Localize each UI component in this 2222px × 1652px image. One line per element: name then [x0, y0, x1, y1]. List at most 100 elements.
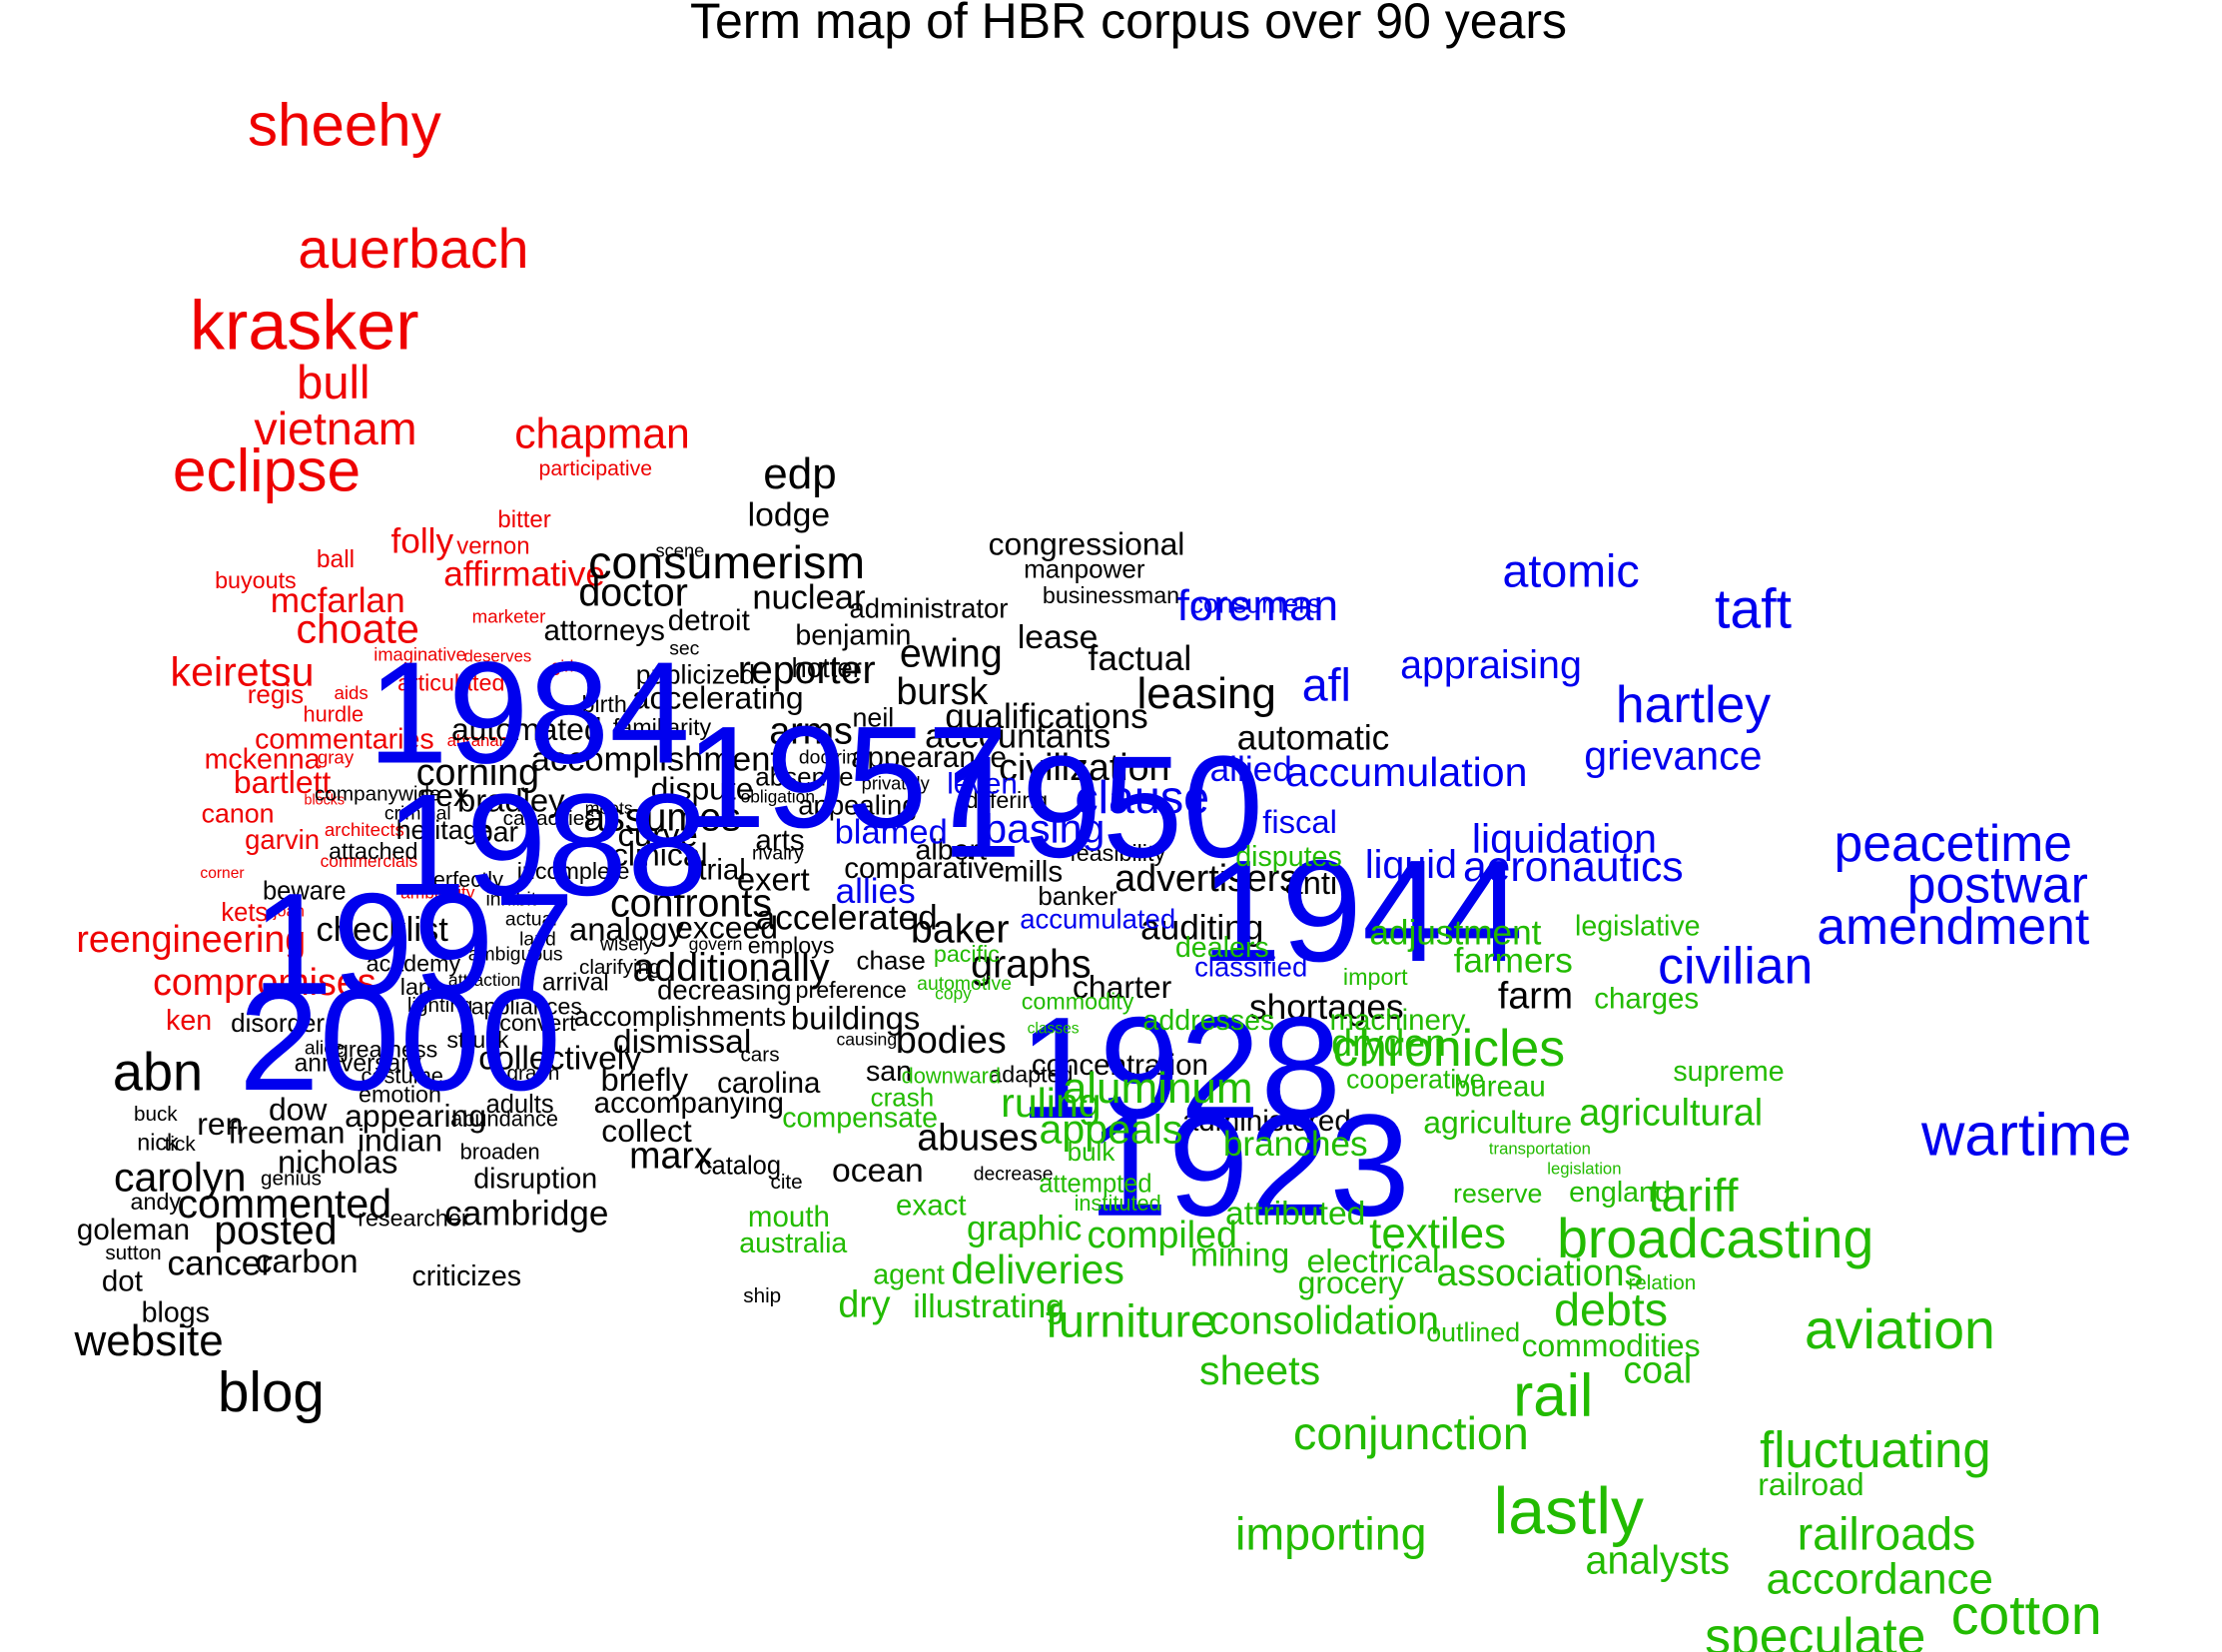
term-label: rivalry: [752, 842, 804, 864]
term-label: affirmative: [443, 555, 605, 594]
term-label: commercials: [321, 851, 418, 871]
term-label: 1997: [252, 863, 574, 1025]
term-label: greatness: [336, 1037, 437, 1063]
term-label: blog: [218, 1360, 325, 1423]
term-label: civilian: [1658, 937, 1813, 995]
term-label: hotter: [792, 652, 862, 683]
term-label: 1988: [385, 764, 708, 926]
term-label: postwar: [1907, 856, 2088, 914]
term-label: importing: [1235, 1508, 1427, 1560]
term-label: graph: [507, 1062, 560, 1085]
term-label: dow: [269, 1091, 328, 1127]
term-label: attached: [329, 838, 417, 864]
term-label: concentration: [1032, 1049, 1208, 1082]
term-label: accompanying: [594, 1087, 784, 1120]
term-label: accomplishment: [531, 741, 781, 779]
term-label: gray: [318, 746, 355, 767]
term-label: attempted: [1039, 1171, 1151, 1199]
term-label: aviation: [1805, 1298, 1995, 1360]
term-label: downward: [902, 1064, 1001, 1089]
term-label: leasing: [1136, 669, 1275, 718]
term-label: sec: [669, 637, 699, 659]
term-label: chronicles: [1332, 1019, 1565, 1077]
term-label: sheets: [1199, 1347, 1320, 1393]
term-label: electrical: [1307, 1242, 1440, 1280]
term-label: bartlett: [234, 764, 332, 800]
term-label: associations: [1437, 1251, 1644, 1293]
term-label: qualifications: [945, 697, 1147, 736]
term-label: alice: [305, 1038, 345, 1060]
term-label: clarifying: [579, 956, 661, 979]
term-label: comparative: [844, 852, 1005, 885]
term-label: accumulated: [1020, 904, 1175, 935]
term-label: blocks: [305, 793, 346, 809]
term-label: reengineering: [76, 918, 306, 960]
term-label: bulk: [1068, 1137, 1116, 1167]
term-label: meets: [585, 798, 633, 818]
term-label: transportation: [1489, 1140, 1591, 1159]
term-label: lodge: [748, 496, 830, 534]
term-label: 1984: [368, 632, 690, 794]
term-label: attributed: [1225, 1195, 1365, 1233]
term-label: abn: [113, 1042, 203, 1102]
term-label: criminal: [384, 803, 451, 825]
term-label: mouth: [748, 1201, 830, 1234]
term-label: buildings: [791, 1000, 920, 1037]
term-label: preference: [796, 977, 907, 1003]
term-label: accountants: [925, 718, 1111, 756]
term-label: publicized: [636, 660, 755, 690]
term-label: reporter: [738, 648, 876, 692]
term-label: auditing: [1140, 909, 1263, 948]
term-label: agent: [873, 1259, 945, 1291]
term-label: joan: [273, 902, 305, 920]
term-label: actual: [505, 909, 557, 931]
term-label: benjamin: [795, 619, 911, 651]
term-label: consumerism: [588, 536, 865, 588]
term-label: australia: [739, 1228, 847, 1259]
term-label: 2000: [239, 959, 561, 1121]
term-label: land: [519, 928, 556, 950]
term-label: farmers: [1454, 942, 1573, 981]
term-label: catalog: [699, 1152, 781, 1180]
term-label: advertisers: [1114, 857, 1298, 899]
term-label: mcfarlan: [271, 581, 405, 620]
term-label: outlined: [1426, 1317, 1520, 1347]
term-label: 1957: [685, 696, 1008, 858]
term-label: imaginative: [373, 644, 465, 665]
term-label: dispute: [651, 770, 754, 806]
term-label: decreasing: [657, 975, 792, 1006]
term-label: accomplishments: [574, 1001, 786, 1032]
term-label: ship: [743, 1284, 781, 1307]
term-label: beware: [263, 878, 347, 906]
term-label: garvin: [245, 824, 320, 855]
term-label: nicholas: [278, 1144, 397, 1181]
term-label: commodities: [1522, 1327, 1701, 1363]
term-label: broadcasting: [1557, 1208, 1873, 1269]
term-label: bradley: [457, 781, 565, 818]
term-label: researcher: [358, 1205, 469, 1231]
term-label: liquidation: [1472, 815, 1657, 861]
term-label: abundance: [450, 1107, 558, 1132]
term-label: branches: [1223, 1125, 1368, 1164]
term-label: automated: [451, 711, 602, 747]
term-label: atomic: [1502, 544, 1639, 596]
term-label: banker: [1038, 881, 1117, 911]
term-label: briefly: [601, 1061, 689, 1098]
term-label: wisely: [599, 933, 653, 955]
term-label: compiled: [1088, 1214, 1237, 1255]
term-label: govern: [689, 934, 743, 954]
term-label: corner: [200, 865, 244, 882]
term-label: bodies: [896, 1019, 1007, 1061]
term-label: cite: [770, 1171, 802, 1194]
term-label: lane: [400, 974, 444, 1000]
term-label: freeman: [229, 1115, 346, 1151]
term-label: differing: [966, 787, 1048, 813]
term-label: analysts: [1586, 1539, 1731, 1583]
term-label: sutton: [105, 1241, 161, 1264]
term-label: incomplete: [517, 858, 630, 884]
term-label: abraham: [447, 731, 513, 750]
term-label: disruption: [473, 1164, 597, 1196]
term-label: deserves: [464, 647, 532, 666]
term-label: scene: [656, 539, 705, 560]
